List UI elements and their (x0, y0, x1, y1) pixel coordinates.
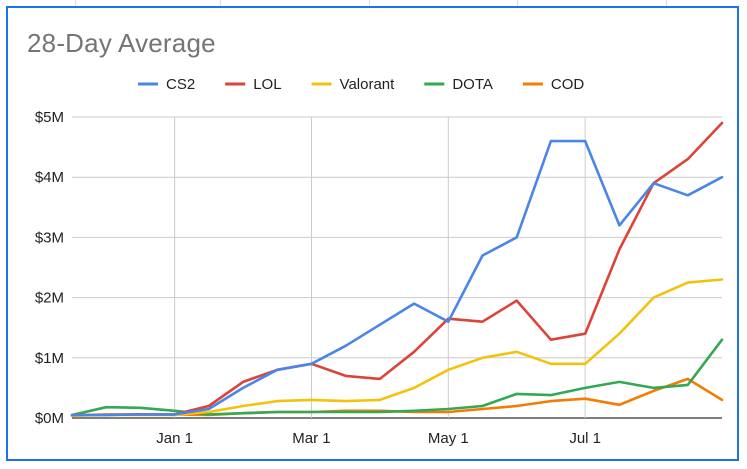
legend-item-cs2[interactable]: CS2 (138, 76, 195, 93)
y-axis-ticks: $0M $1M $2M $3M $4M $5M (35, 109, 64, 427)
x-tick-label: May 1 (428, 430, 469, 447)
chart-grid (72, 116, 722, 419)
legend-label: Valorant (340, 76, 396, 93)
legend-item-valorant[interactable]: Valorant (311, 76, 396, 93)
legend-item-dota[interactable]: DOTA (424, 76, 493, 93)
y-tick-label: $0M (35, 410, 64, 427)
series-line-lol (70, 121, 724, 417)
chart-legend[interactable]: CS2 LOL Valorant DOTA COD (138, 76, 584, 93)
x-tick-label: Jul 1 (569, 430, 601, 447)
series-dota (70, 338, 724, 417)
sheet-gridline (220, 0, 221, 6)
series-lines (70, 121, 724, 417)
series-valorant (70, 278, 724, 417)
chart-container[interactable] (6, 6, 739, 461)
legend-label: CS2 (166, 76, 195, 93)
legend-item-cod[interactable]: COD (522, 76, 585, 93)
y-tick-label: $1M (35, 350, 64, 367)
y-tick-label: $4M (35, 169, 64, 186)
y-tick-label: $3M (35, 229, 64, 246)
y-tick-label: $2M (35, 290, 64, 307)
series-line-cs2 (70, 139, 724, 417)
series-cs2 (70, 139, 724, 417)
sheet-gridline (517, 0, 518, 6)
legend-label: COD (551, 76, 585, 93)
y-tick-label: $5M (35, 109, 64, 126)
legend-label: LOL (253, 76, 281, 93)
legend-item-lol[interactable]: LOL (225, 76, 282, 93)
x-tick-label: Jan 1 (156, 430, 193, 447)
series-line-valorant (70, 278, 724, 417)
x-tick-label: Mar 1 (292, 430, 330, 447)
sheet-gridline (369, 0, 370, 6)
sheet-gridline (666, 0, 667, 6)
x-axis-ticks: Jan 1 Mar 1 May 1 Jul 1 (156, 430, 601, 447)
legend-label: DOTA (452, 76, 493, 93)
sheet-gridline (75, 0, 76, 6)
series-line-dota (70, 338, 724, 417)
chart-title: 28-Day Average (27, 28, 216, 58)
series-lol (70, 121, 724, 417)
